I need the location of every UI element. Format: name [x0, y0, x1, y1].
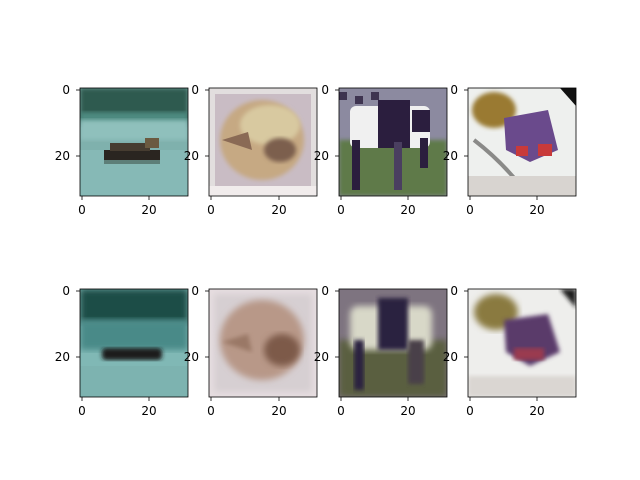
ytick-label: 20: [55, 350, 70, 364]
xtick-label: 20: [141, 203, 156, 217]
subplot-r2c1: [79, 288, 189, 398]
ytick-label: 0: [62, 83, 70, 97]
ytick-label: 20: [314, 350, 329, 364]
ytick-label: 20: [443, 350, 458, 364]
xtick-label: 20: [400, 203, 415, 217]
xtick-label: 0: [78, 203, 86, 217]
ytick-label: 0: [62, 284, 70, 298]
subplot-r2c2: [208, 288, 318, 398]
xtick-label: 0: [337, 203, 345, 217]
xtick-label: 20: [529, 203, 544, 217]
ytick-label: 0: [450, 284, 458, 298]
subplot-r2c3: [338, 288, 448, 398]
image-r2c1: [80, 289, 188, 397]
ytick-label: 20: [184, 149, 199, 163]
xtick-label: 0: [466, 203, 474, 217]
subplot-r1c1: [79, 87, 189, 197]
tick-marks: [76, 89, 538, 401]
xtick-label: 0: [337, 404, 345, 418]
axes-frame: [79, 87, 189, 197]
xtick-label: 0: [78, 404, 86, 418]
xtick-label: 20: [141, 404, 156, 418]
axes-frame: [467, 87, 577, 197]
xtick-label: 20: [271, 404, 286, 418]
ytick-label: 0: [191, 83, 199, 97]
subplot-r1c2: [208, 87, 318, 197]
xtick-label: 0: [207, 203, 215, 217]
ytick-label: 0: [321, 284, 329, 298]
ytick-label: 0: [450, 83, 458, 97]
xtick-label: 20: [271, 203, 286, 217]
axes-frame: [338, 288, 448, 398]
ytick-label: 0: [321, 83, 329, 97]
xtick-label: 0: [466, 404, 474, 418]
image-r1c1: [80, 88, 188, 196]
axes-frame: [208, 288, 318, 398]
ytick-label: 20: [443, 149, 458, 163]
subplot-r1c4: [467, 87, 577, 197]
xtick-label: 20: [529, 404, 544, 418]
axes-frame: [338, 87, 448, 197]
image-r1c4: [468, 88, 576, 196]
tick-labels: 0 20 0 20 0 20 0 20 0 20 0 20 0 20 0 20 …: [55, 83, 545, 418]
image-r2c3: [339, 289, 447, 397]
xtick-label: 0: [207, 404, 215, 418]
ytick-label: 20: [314, 149, 329, 163]
subplot-r2c4: [467, 288, 577, 398]
image-r2c2: [209, 289, 317, 397]
image-r1c2: [209, 88, 317, 196]
image-r2c4: [468, 289, 576, 397]
axes-frame: [208, 87, 318, 197]
ytick-label: 20: [184, 350, 199, 364]
ytick-label: 0: [191, 284, 199, 298]
subplot-r1c3: [338, 87, 448, 197]
xtick-label: 20: [400, 404, 415, 418]
axes-frame: [467, 288, 577, 398]
axes-frame: [79, 288, 189, 398]
ytick-label: 20: [55, 149, 70, 163]
image-r1c3: [339, 88, 447, 196]
